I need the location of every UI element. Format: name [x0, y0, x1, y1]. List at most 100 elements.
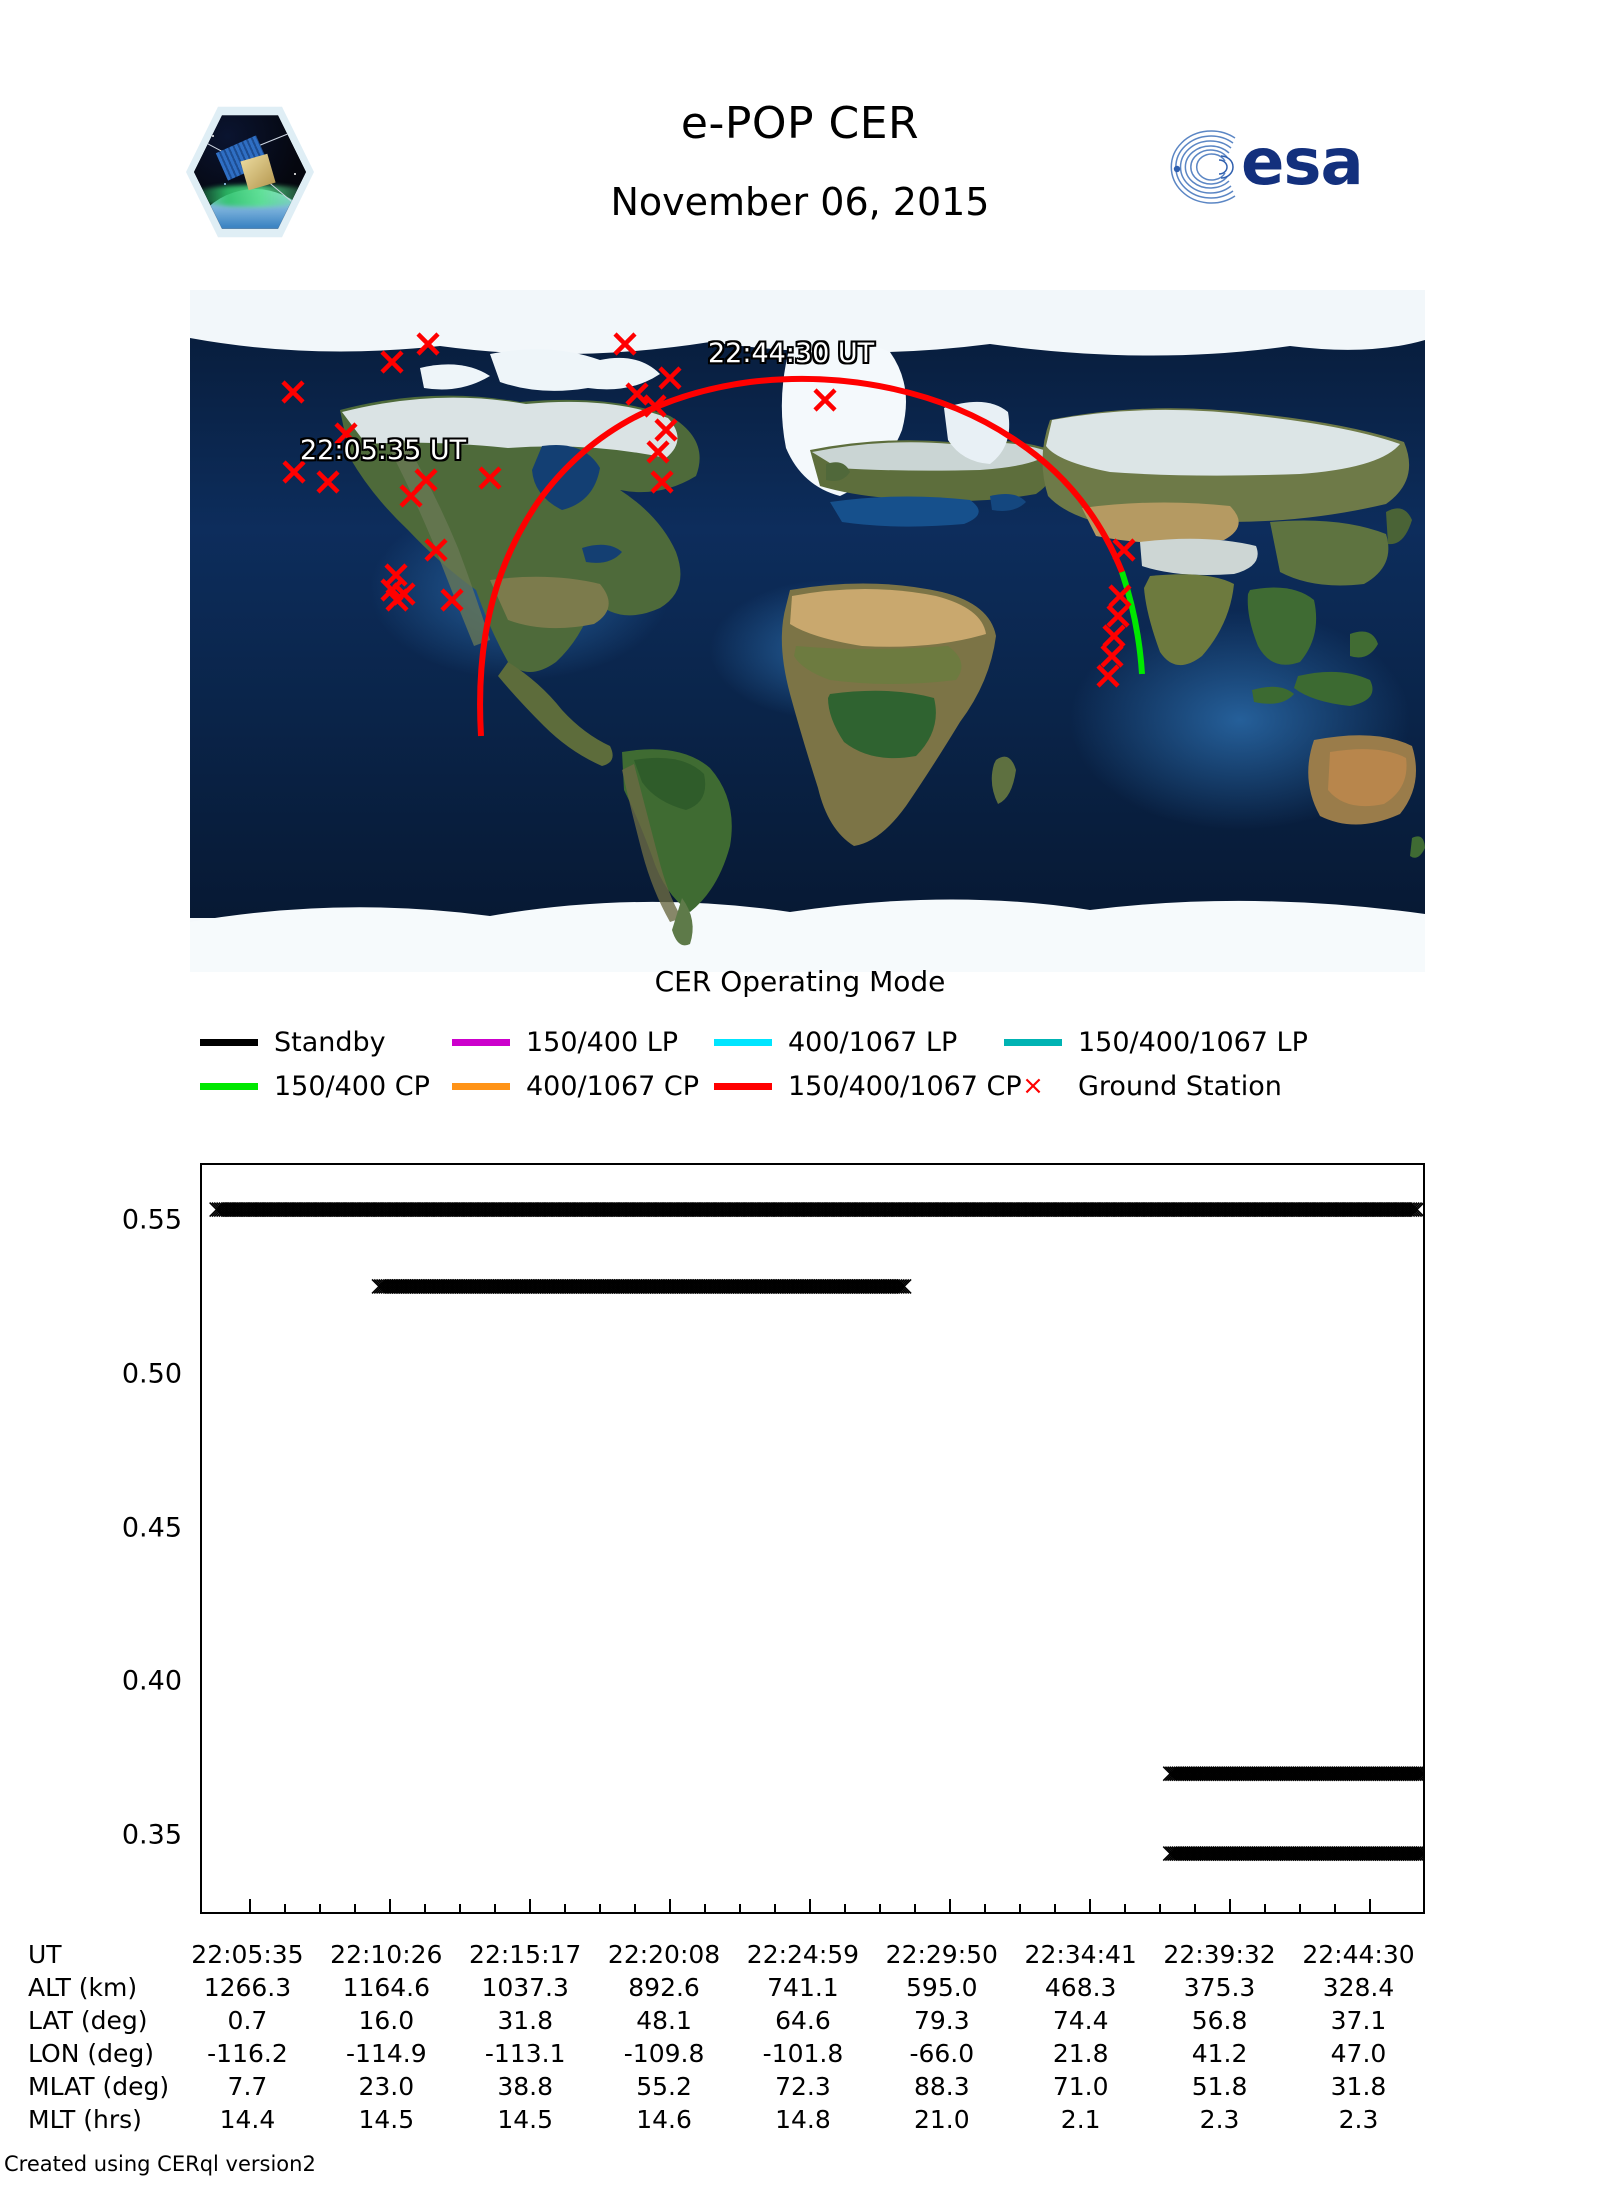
x-tick-mark [669, 1899, 671, 1912]
table-row-label: MLAT (deg) [28, 2072, 170, 2101]
cassiope-mission-patch-icon [186, 104, 314, 240]
legend-item-400-1067-lp[interactable]: 400/1067 LP [714, 1027, 1004, 1058]
legend-label-150-400-cp: 150/400 CP [274, 1070, 430, 1102]
legend-row-2: 150/400 CP 400/1067 CP 150/400/1067 CP ×… [200, 1064, 1430, 1108]
table-cell: 22:24:59 [746, 1940, 860, 1969]
x-minor-tick [634, 1904, 636, 1912]
table-cell: 88.3 [913, 2072, 970, 2101]
x-minor-tick [1264, 1904, 1266, 1912]
esa-swirl-icon [1170, 130, 1236, 204]
table-cell: 79.3 [913, 2006, 970, 2035]
table-cell: 595.0 [906, 1973, 978, 2002]
page-title: e-POP CER [680, 98, 920, 149]
world-map-image [190, 290, 1425, 972]
legend: Standby 150/400 LP 400/1067 LP 150/400/1… [200, 1020, 1430, 1108]
legend-swatch-150-400-1067-cp [714, 1082, 772, 1090]
table-row: MLT (hrs) 14.4 14.5 14.5 14.6 14.8 21.0 2.1 2.3 2… [28, 2103, 1428, 2136]
x-minor-tick [599, 1904, 601, 1912]
table-row: LON (deg) -116.2 -114.9 -113.1 -109.8 -101.8 -… [28, 2037, 1428, 2070]
legend-item-150-400-1067-lp[interactable]: 150/400/1067 LP [1004, 1027, 1308, 1058]
table-cell: 375.3 [1183, 1973, 1256, 2002]
footer-credit: Created using CERql version2 [4, 2152, 316, 2176]
table-row-label: LON (deg) [28, 2039, 154, 2068]
table-cell: 23.0 [358, 2072, 415, 2101]
table-cell: 22:05:35 [191, 1940, 304, 1969]
legend-item-standby[interactable]: Standby [200, 1027, 452, 1058]
table-cell: 468.3 [1044, 1973, 1117, 2002]
x-minor-tick [1054, 1904, 1056, 1912]
legend-swatch-150-400-lp [452, 1038, 510, 1046]
table-cell: 22:10:26 [330, 1940, 443, 1969]
table-cell: 22:44:30 [1302, 1940, 1415, 1969]
table-cell: 56.8 [1191, 2006, 1248, 2035]
table-cell: 7.7 [227, 2072, 268, 2101]
table-cell: 21.0 [913, 2105, 970, 2134]
x-minor-tick [1124, 1904, 1126, 1912]
table-cell: 14.5 [358, 2105, 415, 2134]
x-minor-tick [1194, 1904, 1196, 1912]
legend-item-150-400-1067-cp[interactable]: 150/400/1067 CP [714, 1071, 1022, 1102]
table-cell: 892.6 [628, 1973, 700, 2002]
x-tick-mark [249, 1899, 251, 1912]
table-cell: -109.8 [623, 2039, 705, 2068]
y-tick-label: 0.50 [121, 1358, 182, 1390]
table-cell: 55.2 [636, 2072, 692, 2101]
table-cell: 51.8 [1191, 2072, 1248, 2101]
table-cell: 16.0 [358, 2006, 415, 2035]
table-row-label: UT [28, 1940, 62, 1969]
table-cell: 48.1 [636, 2006, 692, 2035]
legend-swatch-150-400-1067-lp [1004, 1038, 1062, 1046]
table-cell: -114.9 [346, 2039, 427, 2068]
scatter-markers [209, 1202, 1423, 1862]
table-cell: 1266.3 [203, 1973, 292, 2002]
x-tick-mark [529, 1899, 531, 1912]
legend-swatch-150-400-cp [200, 1082, 258, 1090]
table-row: LAT (deg) 0.7 16.0 31.8 48.1 64.6 79.3 74.4 56.8… [28, 2004, 1428, 2037]
table-cell: 21.8 [1052, 2039, 1109, 2068]
ground-station-x-icon: × [1022, 1071, 1044, 1101]
table-cell: 31.8 [497, 2006, 554, 2035]
legend-label-ground-station: Ground Station [1078, 1070, 1282, 1102]
legend-item-ground-station[interactable]: × Ground Station [1004, 1071, 1282, 1102]
table-row-label: MLT (hrs) [28, 2105, 142, 2134]
esa-wordmark: esa [1241, 126, 1364, 200]
x-tick-mark [1229, 1899, 1231, 1912]
legend-item-150-400-cp[interactable]: 150/400 CP [200, 1071, 452, 1102]
table-cell: 0.7 [227, 2006, 268, 2035]
x-minor-tick [494, 1904, 496, 1912]
table-cell: 22:20:08 [607, 1940, 721, 1969]
x-minor-tick [564, 1904, 566, 1912]
x-tick-mark [389, 1899, 391, 1912]
x-tick-mark [809, 1899, 811, 1912]
table-cell: 64.6 [775, 2006, 831, 2035]
legend-label-standby: Standby [274, 1026, 386, 1058]
x-minor-tick [984, 1904, 986, 1912]
table-cell: 1037.3 [481, 1973, 569, 2002]
table-cell: 22:34:41 [1024, 1940, 1137, 1969]
legend-item-150-400-lp[interactable]: 150/400 LP [452, 1027, 714, 1058]
world-map-panel[interactable]: 22:05:35 UT 22:44:30 UT [190, 290, 1425, 972]
x-minor-tick [319, 1904, 321, 1912]
legend-label-400-1067-cp: 400/1067 CP [526, 1070, 700, 1102]
x-minor-tick [354, 1904, 356, 1912]
legend-item-400-1067-cp[interactable]: 400/1067 CP [452, 1071, 714, 1102]
table-cell: 14.8 [775, 2105, 831, 2134]
table-cell: 31.8 [1330, 2072, 1387, 2101]
table-row-label: ALT (km) [28, 1973, 138, 2002]
table-cell: 2.3 [1199, 2105, 1240, 2134]
table-cell: 2.3 [1338, 2105, 1379, 2134]
legend-label-150-400-1067-cp: 150/400/1067 CP [788, 1070, 1022, 1102]
page-header: e-POP CER November 06, 2015 esa [0, 0, 1600, 270]
cer-current-scatter-plot[interactable] [200, 1163, 1425, 1914]
table-cell: -66.0 [909, 2039, 975, 2068]
legend-label-400-1067-lp: 400/1067 LP [788, 1026, 958, 1058]
y-tick-label: 0.40 [121, 1665, 182, 1697]
table-cell: 22:39:32 [1163, 1940, 1276, 1969]
x-tick-mark [949, 1899, 951, 1912]
table-cell: 14.5 [497, 2105, 554, 2134]
table-cell: 22:15:17 [469, 1940, 582, 1969]
x-minor-tick [1334, 1904, 1336, 1912]
table-row: MLAT (deg) 7.7 23.0 38.8 55.2 72.3 88.3 71.0 51.… [28, 2070, 1428, 2103]
table-cell: 47.0 [1330, 2039, 1387, 2068]
table-cell: 41.2 [1191, 2039, 1248, 2068]
